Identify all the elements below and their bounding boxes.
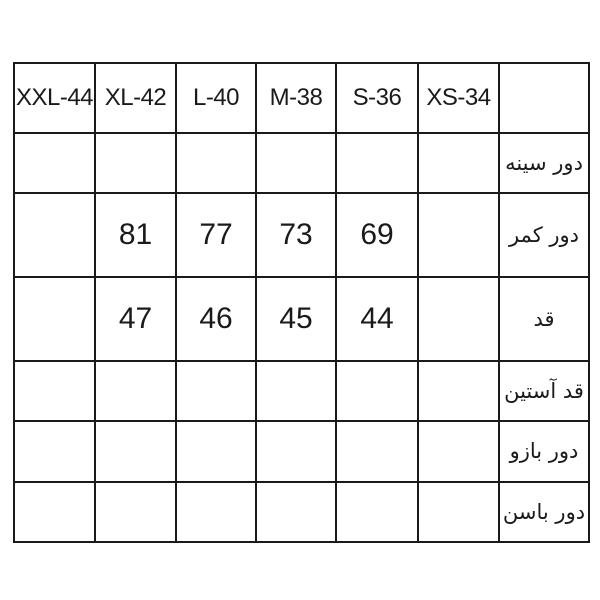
value-cell xyxy=(255,420,337,483)
value-cell xyxy=(175,480,257,544)
value-cell: 73 xyxy=(255,192,337,278)
value-cell xyxy=(13,131,96,195)
value-cell xyxy=(94,359,177,423)
value-cell xyxy=(417,359,500,423)
header-cell-s-36: S-36 xyxy=(335,62,419,134)
value-cell xyxy=(13,480,96,544)
row-waist: 81 77 73 69 دور کمر xyxy=(13,192,590,278)
header-cell-xl-42: XL-42 xyxy=(94,62,177,134)
row-hip: دور باسن xyxy=(13,480,590,544)
value-cell xyxy=(13,275,96,362)
value-cell: 77 xyxy=(175,192,257,278)
value-cell xyxy=(175,131,257,195)
value-cell xyxy=(335,420,419,483)
value-cell xyxy=(94,420,177,483)
value-cell: 45 xyxy=(255,275,337,362)
value-cell xyxy=(335,131,419,195)
row-label-length: قد xyxy=(498,275,590,362)
value-cell xyxy=(335,359,419,423)
header-cell-corner xyxy=(498,62,590,134)
value-cell xyxy=(255,131,337,195)
size-chart-table: XXL-44 XL-42 L-40 M-38 S-36 XS-34 دور سی… xyxy=(13,62,590,544)
value-cell xyxy=(175,420,257,483)
row-label-waist: دور کمر xyxy=(498,192,590,278)
value-cell xyxy=(417,420,500,483)
value-cell xyxy=(335,480,419,544)
header-cell-xxl-44: XXL-44 xyxy=(13,62,96,134)
value-cell: 44 xyxy=(335,275,419,362)
value-cell xyxy=(417,480,500,544)
header-row: XXL-44 XL-42 L-40 M-38 S-36 XS-34 xyxy=(13,62,590,134)
value-cell xyxy=(255,480,337,544)
value-cell xyxy=(255,359,337,423)
header-cell-l-40: L-40 xyxy=(175,62,257,134)
value-cell xyxy=(94,480,177,544)
row-label-arm: دور بازو xyxy=(498,420,590,483)
value-cell xyxy=(417,192,500,278)
value-cell xyxy=(94,131,177,195)
value-cell xyxy=(13,420,96,483)
header-cell-m-38: M-38 xyxy=(255,62,337,134)
value-cell xyxy=(417,275,500,362)
value-cell xyxy=(13,192,96,278)
value-cell: 69 xyxy=(335,192,419,278)
row-arm: دور بازو xyxy=(13,420,590,483)
row-label-sleeve-length: قد آستین xyxy=(498,359,590,423)
row-label-hip: دور باسن xyxy=(498,480,590,544)
value-cell xyxy=(417,131,500,195)
row-label-chest: دور سینه xyxy=(498,131,590,195)
value-cell xyxy=(175,359,257,423)
row-sleeve-length: قد آستین xyxy=(13,359,590,423)
header-cell-xs-34: XS-34 xyxy=(417,62,500,134)
row-length: 47 46 45 44 قد xyxy=(13,275,590,362)
value-cell: 81 xyxy=(94,192,177,278)
row-chest: دور سینه xyxy=(13,131,590,195)
value-cell: 47 xyxy=(94,275,177,362)
value-cell: 46 xyxy=(175,275,257,362)
value-cell xyxy=(13,359,96,423)
